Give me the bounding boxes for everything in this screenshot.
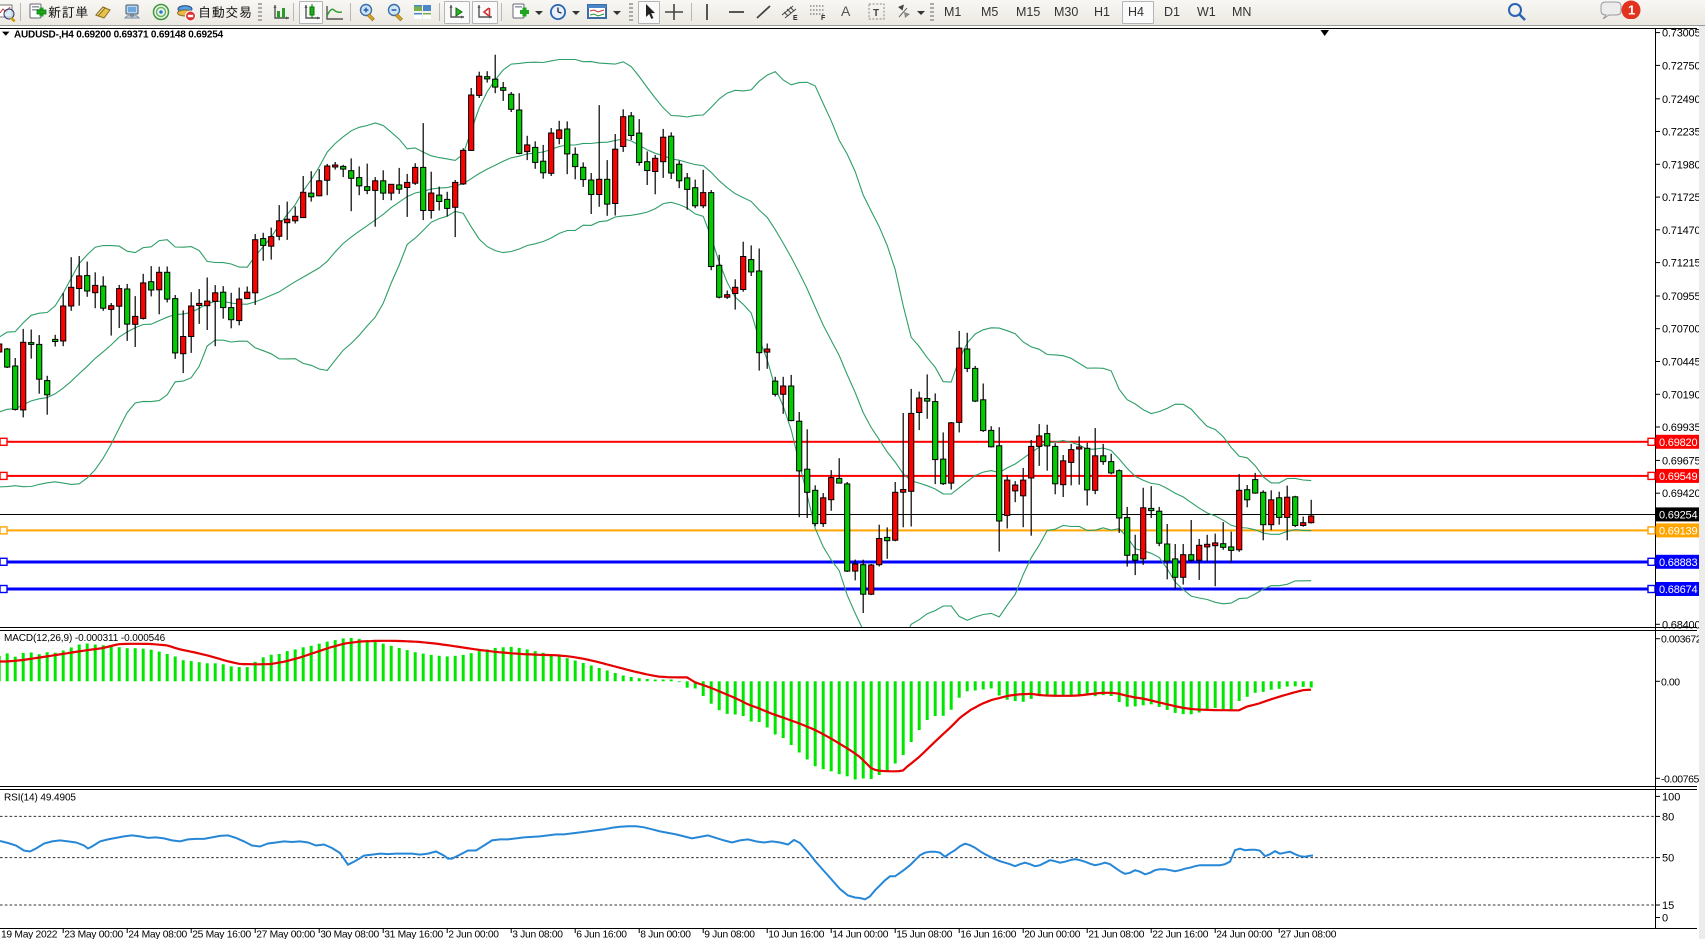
svg-text:22 Jun 16:00: 22 Jun 16:00: [1152, 930, 1209, 939]
svg-text:0.69254: 0.69254: [1659, 509, 1697, 521]
svg-text:27 May 00:00: 27 May 00:00: [256, 930, 315, 939]
svg-text:50: 50: [1662, 853, 1674, 865]
svg-text:0.003672: 0.003672: [1661, 634, 1702, 646]
svg-text:31 May 16:00: 31 May 16:00: [384, 930, 443, 939]
svg-text:0.70445: 0.70445: [1662, 357, 1700, 369]
svg-text:16 Jun 16:00: 16 Jun 16:00: [960, 930, 1017, 939]
svg-text:0.69549: 0.69549: [1659, 471, 1697, 483]
svg-text:AUDUSD-,H4 0.69200 0.69371 0.: AUDUSD-,H4 0.69200 0.69371 0.69148 0.692…: [14, 30, 224, 41]
svg-text:-0.007656: -0.007656: [1661, 773, 1705, 785]
svg-text:27 Jun 08:00: 27 Jun 08:00: [1280, 930, 1337, 939]
svg-text:0.68674: 0.68674: [1659, 584, 1697, 596]
svg-text:0.71470: 0.71470: [1662, 225, 1700, 237]
svg-text:0.70190: 0.70190: [1662, 389, 1700, 401]
svg-text:0.73005: 0.73005: [1662, 28, 1700, 40]
svg-text:0.69675: 0.69675: [1662, 455, 1700, 467]
svg-text:15: 15: [1662, 900, 1674, 912]
svg-text:0.69820: 0.69820: [1659, 437, 1697, 449]
svg-text:25 May 16:00: 25 May 16:00: [192, 930, 251, 939]
svg-text:T: T: [873, 8, 879, 19]
svg-text:2 Jun 00:00: 2 Jun 00:00: [448, 930, 499, 939]
svg-text:1: 1: [1628, 3, 1635, 18]
svg-text:0.69139: 0.69139: [1659, 525, 1697, 537]
svg-text:24 Jun 00:00: 24 Jun 00:00: [1216, 930, 1273, 939]
svg-text:0.71980: 0.71980: [1662, 159, 1700, 171]
svg-text:0.71215: 0.71215: [1662, 258, 1700, 270]
svg-text:0.68883: 0.68883: [1659, 557, 1697, 569]
svg-text:E: E: [793, 15, 798, 22]
svg-text:0.68400: 0.68400: [1662, 619, 1700, 631]
svg-text:24 May 08:00: 24 May 08:00: [128, 930, 187, 939]
svg-text:0.69420: 0.69420: [1662, 488, 1700, 500]
svg-text:6 Jun 16:00: 6 Jun 16:00: [576, 930, 627, 939]
svg-text:19 May 2022: 19 May 2022: [1, 930, 58, 939]
svg-text:F: F: [821, 15, 826, 22]
svg-text:0.00: 0.00: [1661, 676, 1680, 688]
svg-text:0.72750: 0.72750: [1662, 60, 1700, 72]
svg-text:MACD(12,26,9) -0.000311 -0.000: MACD(12,26,9) -0.000311 -0.000546: [4, 633, 166, 644]
svg-text:15 Jun 08:00: 15 Jun 08:00: [896, 930, 953, 939]
svg-text:0.70700: 0.70700: [1662, 324, 1700, 336]
svg-text:3 Jun 08:00: 3 Jun 08:00: [512, 930, 563, 939]
svg-text:10 Jun 16:00: 10 Jun 16:00: [768, 930, 825, 939]
svg-text:23 May 00:00: 23 May 00:00: [64, 930, 123, 939]
svg-text:21 Jun 08:00: 21 Jun 08:00: [1088, 930, 1145, 939]
svg-text:80: 80: [1662, 811, 1674, 823]
svg-text:0.71725: 0.71725: [1662, 192, 1700, 204]
svg-text:0.70955: 0.70955: [1662, 291, 1700, 303]
svg-text:0.69935: 0.69935: [1662, 422, 1700, 434]
svg-text:0.72490: 0.72490: [1662, 94, 1700, 106]
svg-text:RSI(14) 49.4905: RSI(14) 49.4905: [4, 793, 76, 804]
svg-text:8 Jun 00:00: 8 Jun 00:00: [640, 930, 691, 939]
svg-text:14 Jun 00:00: 14 Jun 00:00: [832, 930, 889, 939]
svg-text:100: 100: [1662, 791, 1680, 803]
svg-text:0: 0: [1662, 913, 1668, 925]
svg-text:30 May 08:00: 30 May 08:00: [320, 930, 379, 939]
svg-text:0.72235: 0.72235: [1662, 127, 1700, 139]
svg-text:9 Jun 08:00: 9 Jun 08:00: [704, 930, 755, 939]
svg-text:20 Jun 00:00: 20 Jun 00:00: [1024, 930, 1081, 939]
